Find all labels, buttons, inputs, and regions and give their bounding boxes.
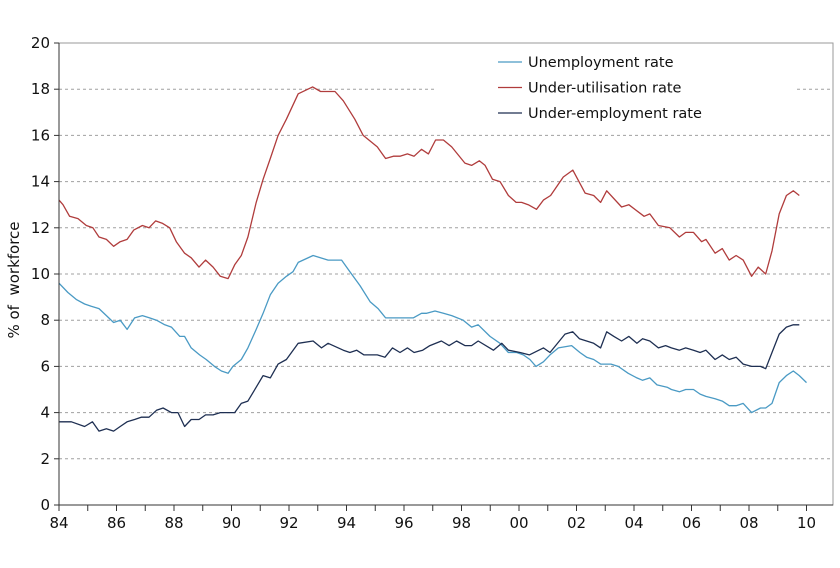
x-tick-label: 06	[682, 514, 701, 532]
y-tick-label: 14	[31, 173, 50, 191]
series-line-under-utilisation-rate	[58, 86, 800, 280]
y-tick-label: 20	[31, 34, 50, 52]
x-tick-label: 04	[624, 514, 643, 532]
legend-label: Under-employment rate	[528, 106, 702, 122]
legend: Unemployment rate Under-utilisation rate U…	[434, 50, 794, 130]
series-line-unemployment-rate	[58, 254, 807, 414]
y-tick-label: 6	[40, 357, 50, 375]
x-tick-label: 88	[164, 514, 183, 532]
x-tick-label: 00	[509, 514, 528, 532]
x-tick-label: 90	[222, 514, 241, 532]
x-tick-label: 02	[567, 514, 586, 532]
x-tick-label: 10	[797, 514, 816, 532]
y-tick-label: 4	[40, 404, 50, 422]
y-tick-label: 0	[40, 496, 50, 514]
x-tick-label: 94	[337, 514, 356, 532]
legend-background	[434, 50, 794, 130]
y-tick-label: 10	[31, 265, 50, 283]
series-lines	[58, 86, 807, 432]
x-tick-label: 08	[739, 514, 758, 532]
y-tick-label: 16	[31, 126, 50, 144]
x-tick-label: 98	[452, 514, 471, 532]
series-line-under-employment-rate	[59, 324, 800, 432]
y-axis-title: % of workforce	[5, 221, 23, 338]
y-tick-label: 18	[31, 80, 50, 98]
x-tick-label: 84	[49, 514, 68, 532]
y-tick-label: 12	[31, 219, 50, 237]
x-tick-label: 86	[107, 514, 126, 532]
x-tick-label: 92	[279, 514, 298, 532]
legend-label: Unemployment rate	[528, 55, 674, 71]
y-tick-label: 8	[40, 311, 50, 329]
gridlines	[59, 88, 833, 460]
y-tick-label: 2	[40, 450, 50, 468]
legend-label: Under-utilisation rate	[528, 81, 682, 97]
x-tick-label: 96	[394, 514, 413, 532]
